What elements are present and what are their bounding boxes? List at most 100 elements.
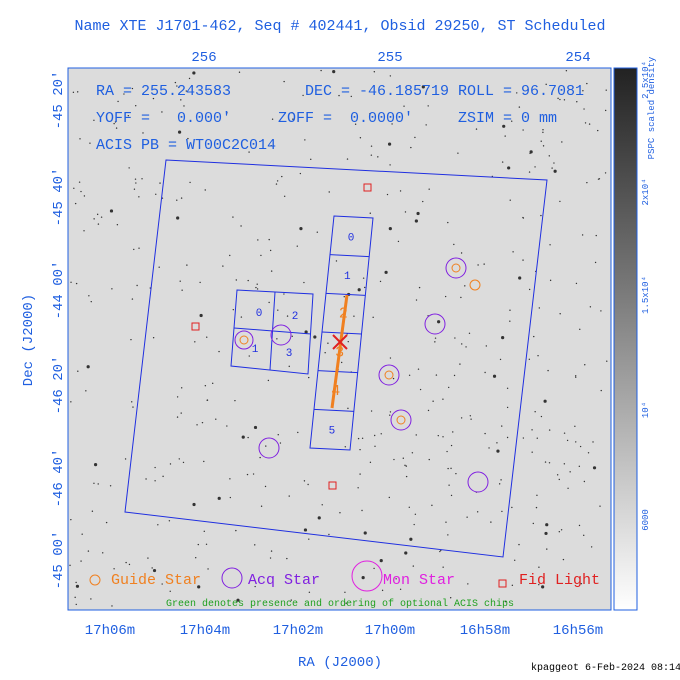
star-dot: [340, 361, 343, 364]
star-dot: [332, 69, 336, 74]
star-dot: [138, 247, 140, 249]
star-dot: [604, 109, 607, 112]
star-dot: [339, 512, 341, 514]
star-dot: [373, 567, 375, 570]
star-dot: [361, 575, 365, 580]
star-dot: [516, 92, 518, 94]
stars-marked: [191, 183, 489, 493]
star-dot: [75, 282, 78, 285]
star-dot: [447, 467, 449, 470]
star-dot: [574, 375, 577, 377]
star-dot: [460, 252, 463, 254]
star-dot: [308, 376, 310, 379]
star-dot: [548, 155, 550, 157]
star-dot: [506, 436, 509, 439]
acis-s-divider: [325, 292, 366, 296]
star-dot: [484, 371, 486, 374]
star-dot: [256, 283, 258, 285]
star-dot: [576, 101, 578, 103]
star-dot: [288, 495, 290, 497]
star-dot: [447, 534, 449, 536]
star-dot: [468, 332, 471, 334]
star-dot: [545, 523, 549, 527]
star-dot: [102, 552, 104, 554]
star-dot: [151, 567, 153, 569]
star-dot: [600, 310, 602, 312]
star-dot: [518, 106, 521, 108]
colorbar-label: 1.5x10⁴: [640, 276, 651, 314]
star-dot: [417, 368, 420, 370]
star-dot: [162, 475, 164, 478]
star-dot: [264, 485, 267, 488]
star-dot: [537, 354, 539, 357]
star-dot: [452, 431, 454, 433]
star-dot: [114, 121, 117, 123]
star-dot: [565, 70, 568, 72]
star-dot: [388, 496, 391, 499]
star-dot: [131, 87, 134, 90]
star-dot: [93, 462, 98, 467]
star-dot: [74, 202, 77, 205]
star-dot: [404, 211, 407, 213]
star-dot: [534, 411, 536, 413]
star-dot: [450, 494, 453, 497]
star-dot: [498, 483, 501, 485]
star-dot: [427, 105, 429, 107]
star-dot: [370, 154, 373, 156]
star-dot: [215, 418, 217, 420]
star-dot: [345, 602, 347, 604]
star-dot: [536, 437, 538, 439]
star-dot: [511, 584, 514, 587]
star-dot: [240, 225, 242, 227]
star-dot: [559, 98, 561, 101]
grating-line: [330, 294, 349, 409]
star-dot: [476, 511, 479, 513]
aimpoint: [332, 334, 348, 350]
star-dot: [549, 244, 551, 246]
star-dot: [597, 129, 599, 132]
star-dot: [152, 568, 157, 573]
star-dot: [257, 239, 259, 241]
star-dot: [176, 396, 179, 398]
star-dot: [260, 505, 263, 507]
star-dot: [270, 270, 273, 272]
star-dot: [419, 388, 422, 391]
star-dot: [113, 122, 115, 125]
star-dot: [354, 123, 357, 125]
star-dot: [207, 568, 209, 570]
star-dot: [125, 561, 127, 564]
star-dot: [254, 585, 256, 588]
star-dot: [357, 437, 360, 440]
star-dot: [179, 280, 181, 282]
star-dot: [176, 416, 179, 418]
star-dot: [324, 352, 326, 354]
star-dot: [180, 197, 183, 199]
star-dot: [232, 216, 234, 218]
star-dot: [575, 441, 577, 443]
star-dot: [575, 376, 577, 378]
star-dot: [267, 379, 270, 382]
star-dot: [511, 120, 513, 122]
star-dot: [138, 196, 140, 198]
star-dot: [409, 537, 413, 541]
star-dot: [428, 188, 430, 190]
acis-s-label: 2: [339, 306, 348, 323]
left-tick-label: -45 40': [51, 168, 67, 227]
star-dot: [85, 390, 87, 392]
star-dot: [522, 129, 524, 131]
star-dot: [490, 521, 492, 523]
star-dot: [404, 464, 406, 467]
star-dot: [457, 152, 459, 154]
y-label: Dec (J2000): [21, 294, 37, 386]
star-dot: [247, 436, 249, 439]
star-dot: [178, 86, 180, 89]
star-dot: [155, 193, 157, 195]
star-dot: [566, 439, 569, 442]
star-dot: [369, 461, 372, 464]
star-dot: [578, 524, 581, 527]
star-dot: [335, 260, 338, 262]
star-dot: [350, 95, 352, 98]
star-dot: [496, 449, 500, 453]
star-dot: [169, 590, 171, 592]
